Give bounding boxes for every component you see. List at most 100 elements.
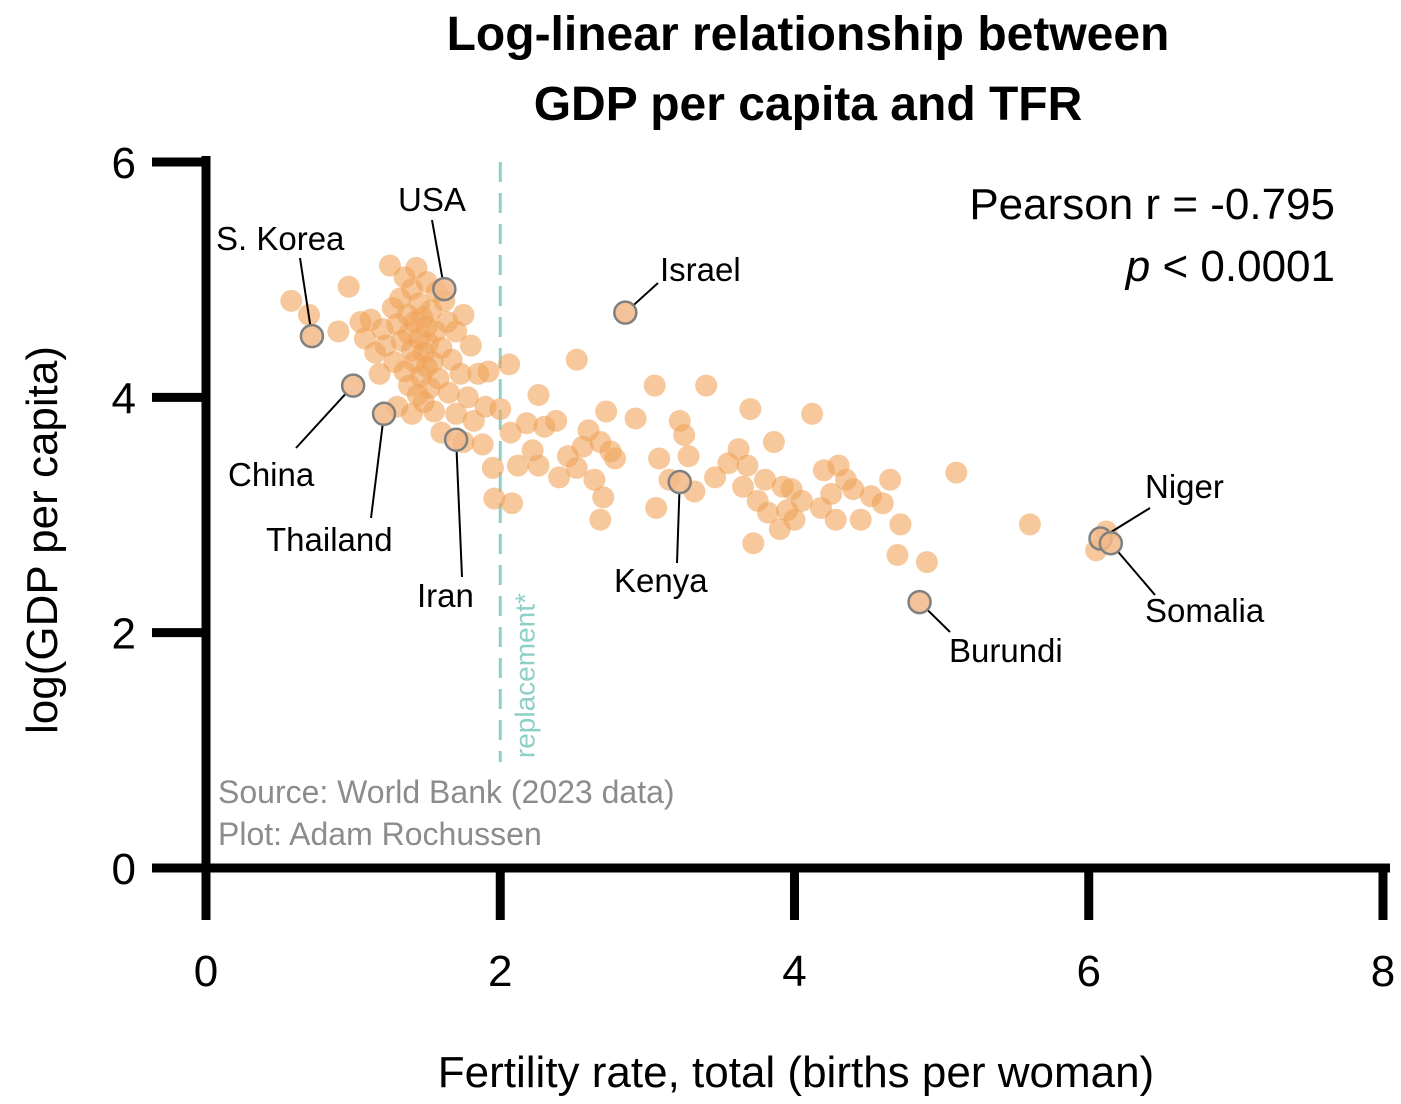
data-point [643, 374, 666, 397]
data-point [565, 456, 588, 479]
data-point [732, 475, 755, 498]
data-point [456, 386, 479, 409]
data-point [501, 492, 524, 515]
data-point [481, 456, 504, 479]
leader-line-usa [431, 219, 444, 279]
data-point [1018, 513, 1041, 536]
data-point [489, 398, 512, 421]
data-point [754, 468, 777, 491]
data-point [459, 334, 482, 357]
highlight-point-kenya [667, 469, 692, 495]
data-point [945, 461, 968, 484]
label-kenya: Kenya [614, 562, 708, 599]
highlight-point-iran [443, 427, 469, 452]
label-thailand: Thailand [266, 521, 393, 558]
data-point [589, 508, 612, 531]
data-point [471, 433, 494, 456]
data-point [515, 412, 538, 435]
data-point [337, 275, 360, 298]
data-point [548, 466, 571, 489]
p-value: p < 0.0001 [1124, 242, 1335, 291]
pearson-r: Pearson r = -0.795 [969, 180, 1335, 229]
highlight-point-israel [613, 300, 638, 325]
y-axis-label: log(GDP per capita) [18, 346, 67, 734]
data-point [527, 454, 550, 477]
data-point [742, 532, 765, 555]
data-point [449, 362, 472, 385]
data-point [499, 421, 522, 444]
data-point [437, 381, 460, 404]
highlight-point-burundi [907, 589, 932, 615]
data-point [483, 487, 506, 510]
p-threshold: < 0.0001 [1150, 242, 1335, 291]
label-niger: Niger [1145, 468, 1224, 505]
data-point [704, 466, 727, 489]
data-point [604, 447, 627, 470]
data-point [677, 445, 700, 468]
data-point [727, 438, 750, 461]
highlight-point-thailand [371, 401, 397, 427]
data-point [673, 423, 696, 446]
data-point [879, 468, 902, 491]
highlight-point-s-korea [299, 323, 325, 349]
data-point [849, 508, 872, 531]
x-tick-label: 6 [1077, 947, 1101, 996]
data-point [565, 348, 588, 371]
leader-line-somalia [1117, 550, 1156, 596]
leader-line-iran [455, 450, 463, 578]
data-point [327, 320, 350, 343]
data-point [757, 501, 780, 524]
leader-line-burundi [926, 609, 951, 633]
highlight-point-china [340, 373, 366, 398]
data-point [889, 513, 912, 536]
data-point [736, 454, 759, 477]
data-point [477, 360, 500, 383]
data-point [648, 447, 671, 470]
y-tick-label: 2 [112, 610, 136, 659]
data-point [695, 374, 718, 397]
data-point [368, 362, 391, 385]
label-usa: USA [398, 181, 466, 218]
points-layer [280, 254, 1118, 574]
data-point [545, 409, 568, 432]
annotation-labels: S. Korea USA Israel China Thailand Iran … [216, 181, 1265, 669]
data-point [378, 254, 401, 277]
data-point [595, 400, 618, 423]
data-point [423, 400, 446, 423]
y-tick-label: 4 [112, 374, 136, 423]
y-ticks: 0 2 4 6 [112, 139, 206, 894]
leader-line-china [295, 393, 347, 449]
data-point [824, 508, 847, 531]
x-ticks: 0 2 4 6 8 [194, 868, 1395, 996]
x-tick-label: 2 [488, 947, 512, 996]
data-point [790, 489, 813, 512]
data-point [527, 383, 550, 406]
highlight-point-somalia [1098, 530, 1124, 556]
data-point [783, 508, 806, 531]
leader-line-s-korea [299, 257, 312, 326]
label-israel: Israel [660, 251, 741, 288]
leader-line-kenya [676, 493, 681, 564]
leader-line-niger [1109, 507, 1151, 534]
p-symbol: p [1124, 242, 1150, 291]
data-point [445, 402, 468, 425]
data-point [445, 320, 468, 343]
label-iran: Iran [417, 577, 474, 614]
source-line: Source: World Bank (2023 data) [218, 774, 675, 810]
x-tick-label: 4 [782, 947, 806, 996]
data-point [506, 454, 529, 477]
replacement-label: replacement* [509, 593, 540, 758]
leader-line-thailand [370, 424, 384, 519]
axes: 0 2 4 6 8 0 2 4 6 [112, 139, 1396, 996]
label-somalia: Somalia [1145, 592, 1265, 629]
data-point [886, 544, 909, 567]
highlight-point-usa [432, 276, 457, 302]
chart-title-line-1: Log-linear relationship between [447, 8, 1170, 61]
y-tick-label: 0 [112, 845, 136, 894]
x-tick-label: 0 [194, 947, 218, 996]
leader-line-israel [632, 282, 659, 306]
chart-title-line-2: GDP per capita and TFR [534, 78, 1083, 131]
data-point [820, 482, 843, 505]
data-point [871, 492, 894, 515]
label-s-korea: S. Korea [216, 220, 345, 257]
